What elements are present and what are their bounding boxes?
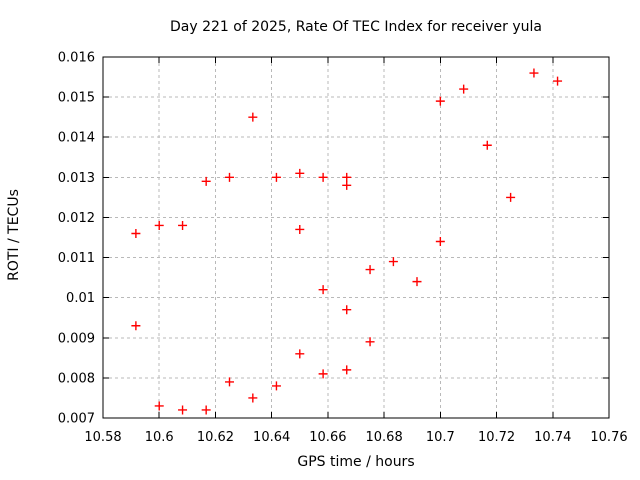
- data-point-marker: [178, 405, 188, 415]
- data-point-marker: [435, 96, 445, 106]
- x-tick-label: 10.62: [197, 430, 234, 445]
- data-point-marker: [553, 76, 563, 86]
- x-tick-label: 10.76: [590, 430, 627, 445]
- data-point-marker: [225, 172, 234, 182]
- y-tick-label: 0.009: [58, 331, 95, 346]
- data-point-marker: [482, 140, 492, 150]
- y-tick-label: 0.013: [58, 171, 95, 186]
- data-point-marker: [295, 224, 305, 234]
- data-point-marker: [506, 192, 516, 202]
- chart-title: Day 221 of 2025, Rate Of TEC Index for r…: [170, 19, 542, 35]
- data-point-marker: [388, 257, 398, 267]
- data-point-marker: [318, 285, 328, 295]
- data-point-marker: [248, 112, 258, 122]
- x-axis-title: GPS time / hours: [297, 454, 415, 470]
- x-tick-label: 10.68: [366, 430, 403, 445]
- data-point-marker: [131, 321, 141, 331]
- x-tick-label: 10.74: [534, 430, 571, 445]
- x-tick-label: 10.72: [478, 430, 515, 445]
- data-point-marker: [154, 401, 164, 411]
- data-point-marker: [342, 305, 352, 315]
- data-point-marker: [154, 220, 164, 230]
- data-point-marker: [178, 220, 188, 230]
- data-point-marker: [248, 393, 258, 403]
- data-point-marker: [295, 168, 305, 178]
- data-point-marker: [459, 84, 469, 94]
- data-point-marker: [412, 277, 422, 287]
- x-tick-label: 10.66: [309, 430, 346, 445]
- data-point-marker: [271, 172, 281, 182]
- data-point-marker: [318, 369, 328, 379]
- data-point-marker: [342, 172, 352, 182]
- x-tick-label: 10.64: [253, 430, 290, 445]
- data-point-marker: [318, 172, 328, 182]
- x-tick-label: 10.7: [426, 430, 455, 445]
- y-tick-label: 0.011: [58, 251, 95, 266]
- x-tick-label: 10.58: [84, 430, 121, 445]
- data-point-marker: [342, 180, 352, 190]
- data-point-marker: [342, 365, 352, 375]
- data-point-marker: [201, 176, 211, 186]
- data-point-marker: [225, 377, 234, 387]
- data-point-marker: [131, 228, 141, 238]
- y-tick-label: 0.01: [66, 291, 95, 306]
- y-tick-label: 0.007: [58, 412, 95, 427]
- y-tick-label: 0.008: [58, 371, 95, 386]
- data-point-marker: [365, 337, 375, 347]
- y-tick-label: 0.012: [58, 211, 95, 226]
- x-tick-label: 10.6: [145, 430, 174, 445]
- data-point-marker: [365, 265, 375, 275]
- data-point-marker: [271, 381, 281, 391]
- y-tick-label: 0.014: [58, 131, 95, 146]
- y-tick-label: 0.016: [58, 51, 95, 66]
- data-point-marker: [295, 349, 305, 359]
- data-point-marker: [435, 237, 445, 247]
- data-point-marker: [529, 68, 539, 78]
- data-point-marker: [201, 405, 211, 415]
- y-tick-label: 0.015: [58, 91, 95, 106]
- plot-border: [102, 56, 610, 419]
